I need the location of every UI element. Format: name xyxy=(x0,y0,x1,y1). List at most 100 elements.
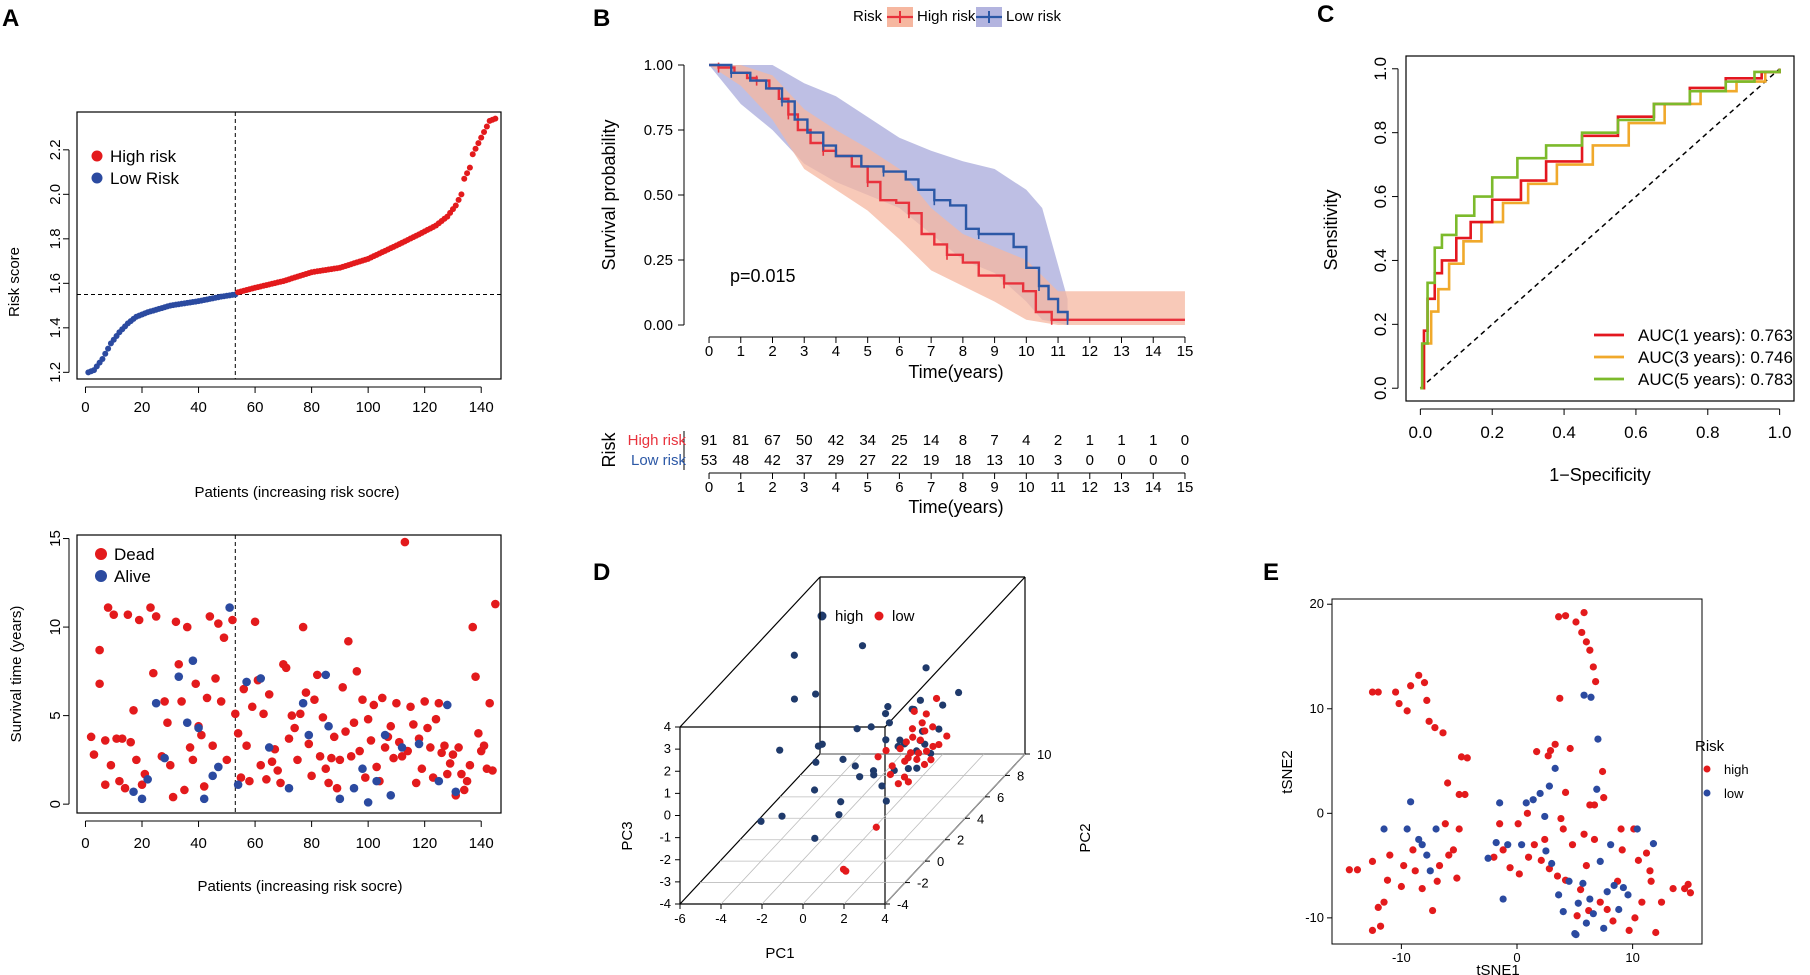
legend-alive-marker xyxy=(95,570,107,582)
high-point xyxy=(835,811,843,819)
low-point xyxy=(1551,764,1559,772)
dead-point xyxy=(389,753,398,763)
high-point xyxy=(1353,866,1362,874)
high-point xyxy=(1582,638,1590,646)
high-point xyxy=(1684,880,1692,889)
dead-point xyxy=(250,617,260,627)
high-point xyxy=(1411,867,1419,875)
low-point xyxy=(943,732,951,740)
low-point xyxy=(1596,857,1604,866)
high-point xyxy=(1391,688,1400,696)
x-tick-label: 4 xyxy=(832,343,840,360)
x-tick-label: 0 xyxy=(1513,950,1520,965)
high-point xyxy=(1368,688,1377,696)
x-axis-label: tSNE1 xyxy=(1476,962,1519,975)
dead-point xyxy=(132,755,141,765)
low-point xyxy=(921,727,929,735)
high-point xyxy=(810,786,819,794)
legend-high-marker xyxy=(817,611,827,621)
x-tick-label: 40 xyxy=(190,399,207,416)
dead-point xyxy=(454,743,463,752)
dead-point xyxy=(247,702,257,712)
alive-point xyxy=(284,783,294,793)
dead-point xyxy=(219,633,229,643)
high-point xyxy=(1431,723,1439,732)
low-point xyxy=(922,710,930,718)
z-axis-label: PC2 xyxy=(1077,823,1094,852)
high-point xyxy=(1537,856,1545,864)
high-point xyxy=(1423,696,1431,705)
low-risk-point xyxy=(102,350,109,357)
x-tick-label: -10 xyxy=(1392,950,1411,965)
legend-high: high xyxy=(835,608,863,625)
table-x-tick-label: 10 xyxy=(1018,479,1035,496)
alive-point xyxy=(335,794,345,804)
dead-point xyxy=(321,764,331,774)
legend-dead: Dead xyxy=(114,545,155,564)
dead-point xyxy=(89,750,99,759)
high-point xyxy=(839,755,847,763)
high-point xyxy=(790,651,798,659)
dead-point xyxy=(420,697,429,706)
low-point xyxy=(1418,841,1426,849)
high-point xyxy=(1463,754,1471,762)
high-point xyxy=(1435,861,1444,870)
high-point xyxy=(1374,688,1382,696)
dead-point xyxy=(287,711,297,720)
x-tick-label: 100 xyxy=(356,835,381,852)
dead-point xyxy=(358,695,367,704)
high-point xyxy=(1686,889,1695,897)
low-point xyxy=(1555,891,1563,899)
high-point xyxy=(1403,707,1411,715)
high-point xyxy=(1409,846,1417,854)
x-axis-label: Patients (increasing risk socre) xyxy=(197,878,402,895)
dead-point xyxy=(242,741,251,751)
low-point xyxy=(882,746,890,755)
low-point xyxy=(922,747,931,755)
high-point xyxy=(1586,646,1594,654)
risk-table-x-label: Time(years) xyxy=(908,497,1003,517)
table-x-tick-label: 9 xyxy=(990,479,998,496)
high-point xyxy=(1669,884,1677,893)
y-tick-label: 0.4 xyxy=(1371,249,1390,273)
high-point xyxy=(1515,870,1523,878)
low-point xyxy=(1603,888,1611,896)
high-point xyxy=(1376,922,1385,930)
dead-point xyxy=(222,755,232,765)
at-risk-low: 27 xyxy=(859,452,876,469)
x-tick-label: 6 xyxy=(895,343,903,360)
z-tick-label: 0 xyxy=(937,854,944,869)
low-point xyxy=(1545,782,1553,790)
panel-label-b: B xyxy=(593,5,610,32)
high-risk-point xyxy=(475,140,482,147)
at-risk-low: 18 xyxy=(955,452,972,469)
high-point xyxy=(1572,618,1580,626)
low-point xyxy=(1619,883,1627,892)
y-axis-label: Survival time (years) xyxy=(8,606,25,743)
dead-point xyxy=(103,603,113,612)
at-risk-high: 1 xyxy=(1086,432,1094,449)
dead-point xyxy=(329,732,339,742)
low-point xyxy=(1600,924,1608,932)
dead-point xyxy=(344,636,353,646)
floor-grid xyxy=(761,753,903,905)
at-risk-high: 50 xyxy=(796,432,813,449)
alive-point xyxy=(372,776,381,786)
alive-point xyxy=(349,783,359,793)
y-axis-label: Survival probability xyxy=(599,119,619,270)
low-point xyxy=(874,753,882,761)
dead-point xyxy=(180,785,189,795)
y-tick-label: 1.2 xyxy=(47,362,64,383)
y-tick-label: 0.75 xyxy=(644,122,673,139)
low-point xyxy=(902,738,910,746)
high-point xyxy=(1576,886,1585,894)
dead-point xyxy=(346,752,356,761)
high-point xyxy=(867,723,875,731)
table-x-tick-label: 0 xyxy=(705,479,713,496)
dead-point xyxy=(239,684,249,694)
legend-high-marker xyxy=(1703,765,1711,773)
3d-box xyxy=(679,576,1026,905)
risk-table-high-label: High risk xyxy=(628,432,687,449)
x-tick-label: 120 xyxy=(412,835,437,852)
diagonal-reference xyxy=(1419,68,1781,389)
